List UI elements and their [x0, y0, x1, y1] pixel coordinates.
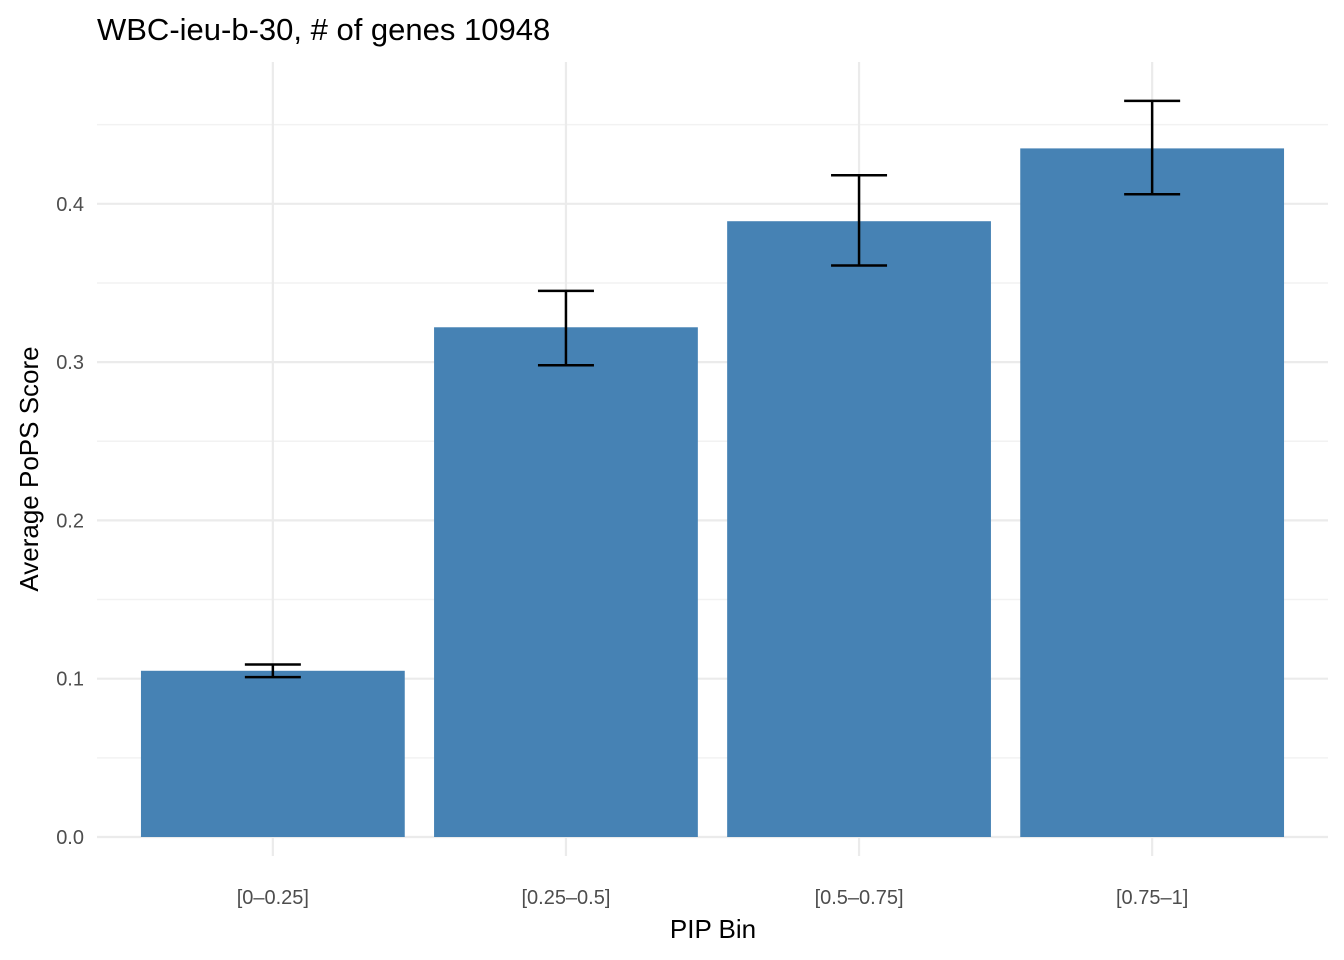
error-bars — [244, 99, 1181, 679]
bar — [727, 221, 991, 837]
y-tick-label: 0.0 — [56, 827, 84, 849]
y-axis-ticks: 0.0 0.1 0.2 0.3 0.4 — [56, 194, 84, 849]
bars — [140, 148, 1285, 837]
y-axis-title: Average PoPS Score — [14, 346, 44, 591]
x-axis-title: PIP Bin — [670, 914, 756, 944]
bar — [434, 327, 698, 837]
chart-title: WBC-ieu-b-30, # of genes 10948 — [97, 12, 550, 47]
y-tick-label: 0.2 — [56, 510, 84, 532]
y-tick-label: 0.1 — [56, 669, 84, 691]
y-tick-label: 0.3 — [56, 352, 84, 374]
bar — [1020, 148, 1285, 837]
x-tick-label: [0.75–1] — [1116, 887, 1188, 909]
bar — [140, 670, 405, 837]
y-tick-label: 0.4 — [56, 194, 84, 216]
x-axis-ticks: [0–0.25] [0.25–0.5] [0.5–0.75] [0.75–1] — [237, 887, 1189, 909]
x-tick-label: [0.5–0.75] — [815, 887, 904, 909]
x-tick-label: [0.25–0.5] — [521, 887, 610, 909]
x-tick-label: [0–0.25] — [237, 887, 309, 909]
